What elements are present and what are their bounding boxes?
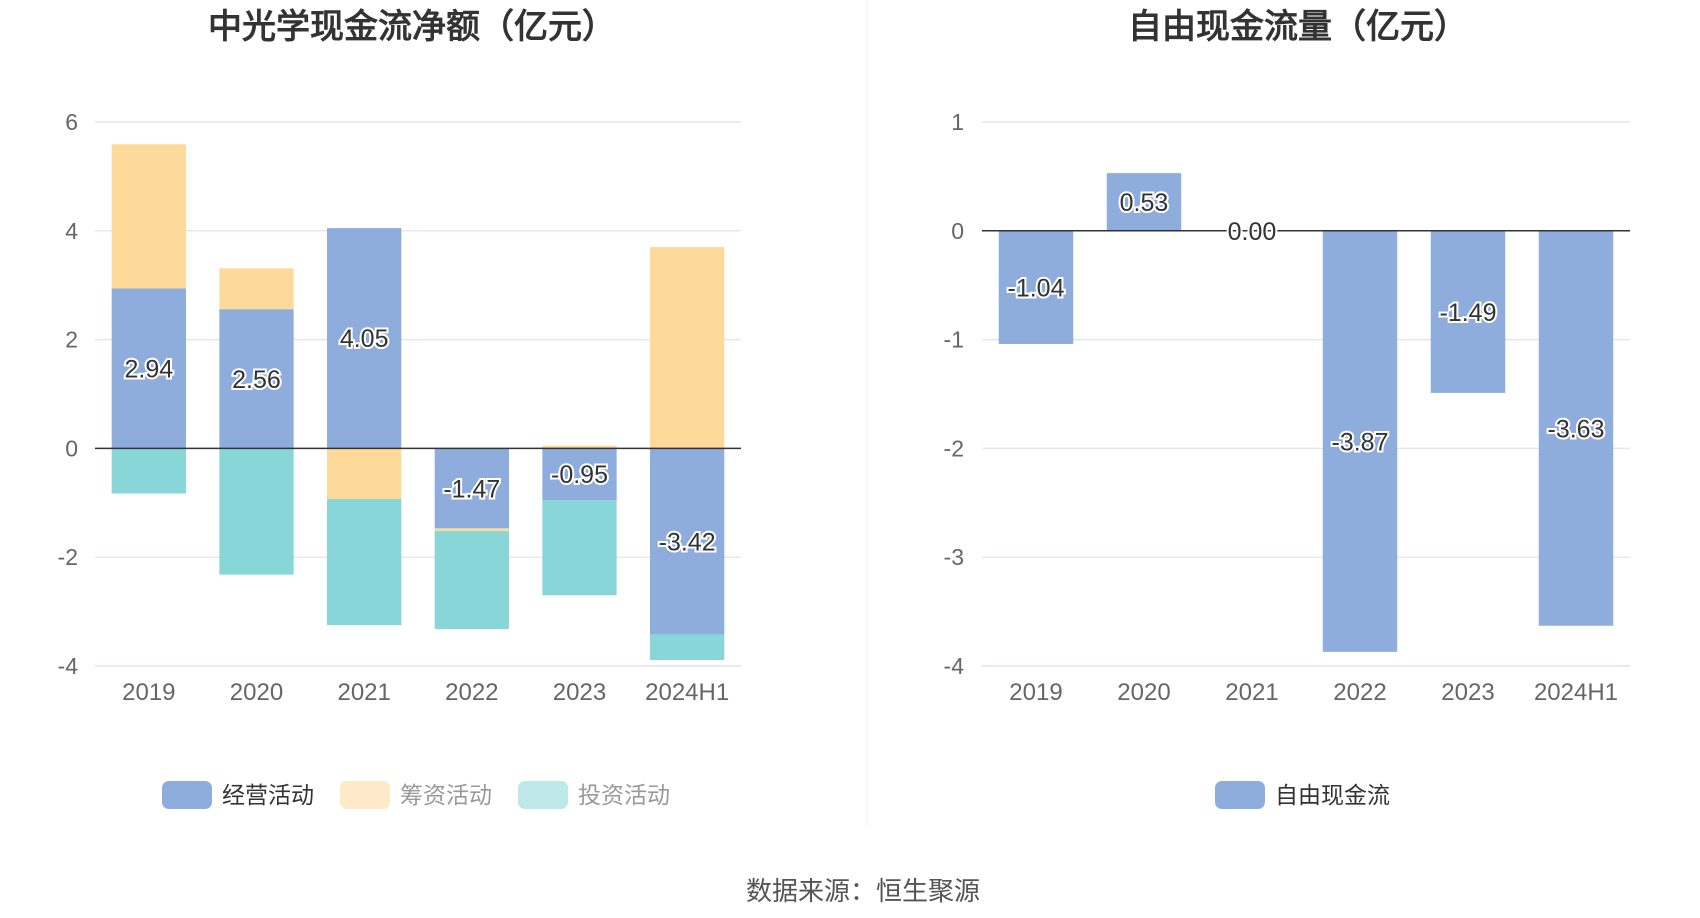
- data-label: 0.00: [1228, 218, 1277, 246]
- data-labels: -1.04 0.53 0.00 -3.87 -1.49 -3.63: [1006, 187, 1607, 458]
- y-axis: -4 -2 0 2 4 6: [58, 109, 79, 679]
- legend-swatch: [1215, 781, 1265, 809]
- bar-投资活动-2020: [219, 448, 294, 575]
- bar-自由现金流-2022: [1322, 230, 1398, 652]
- legend-swatch: [162, 781, 212, 809]
- data-label: -1.47: [443, 475, 500, 503]
- x-tick-label: 2020: [230, 679, 283, 706]
- data-label: -3.63: [1548, 415, 1605, 443]
- legend-item-筹资活动[interactable]: 筹资活动: [340, 781, 492, 809]
- y-axis: -4 -3 -2 -1 0 1: [944, 109, 965, 679]
- data-labels: 2.94 2.56 4.05 -1.47 -0.95 -3.42: [122, 323, 717, 558]
- bar-自由现金流-2020: [1106, 173, 1182, 231]
- bar-投资活动-2019: [111, 448, 186, 494]
- bar-经营活动-2019: [111, 288, 186, 449]
- x-tick-label: 2021: [337, 679, 390, 706]
- legend-swatch: [340, 781, 390, 809]
- x-tick-label: 2019: [122, 679, 175, 706]
- legend-item-经营活动[interactable]: 经营活动: [162, 781, 314, 809]
- bar-筹资活动-2024H1: [650, 247, 725, 449]
- y-tick-label: 4: [65, 218, 78, 244]
- data-label: 4.05: [340, 325, 389, 353]
- x-tick-label: 2022: [445, 679, 498, 706]
- bar-投资活动-2024H1: [650, 634, 725, 661]
- source-note: 数据来源：恒生聚源: [746, 877, 980, 907]
- grid: [95, 121, 741, 667]
- bar-筹资活动-2023: [542, 445, 617, 449]
- legend: 经营活动 筹资活动 投资活动: [162, 781, 670, 809]
- bar-投资活动-2021: [327, 498, 402, 626]
- bar-自由现金流-2019: [998, 230, 1074, 344]
- data-label: -1.04: [1008, 274, 1065, 302]
- y-tick-label: 6: [65, 109, 78, 135]
- chart-free-cash-flow: 自由现金流量（亿元） -4 -3 -2 -1 0 1 -1.04 0.53 0.00 -3.87…: [944, 7, 1630, 809]
- bar-投资活动-2023: [542, 500, 617, 596]
- y-tick-label: 2: [65, 327, 78, 353]
- y-tick-label: -4: [944, 653, 965, 679]
- bars: [111, 144, 725, 661]
- bar-自由现金流-2023: [1430, 230, 1506, 393]
- bars: [998, 173, 1614, 652]
- bar-经营活动-2020: [219, 309, 294, 449]
- legend-label: 自由现金流: [1275, 783, 1390, 809]
- bar-投资活动-2022: [434, 531, 509, 630]
- bar-自由现金流-2024H1: [1538, 230, 1614, 626]
- data-label: 0.53: [1120, 189, 1169, 217]
- legend-item-投资活动[interactable]: 投资活动: [518, 781, 670, 809]
- data-label: -3.42: [659, 528, 716, 556]
- legend-item-自由现金流[interactable]: 自由现金流: [1215, 781, 1390, 809]
- y-tick-label: 0: [951, 218, 964, 244]
- bar-筹资活动-2019: [111, 144, 186, 289]
- y-tick-label: -4: [58, 653, 79, 679]
- x-tick-label: 2024H1: [1534, 679, 1618, 706]
- chart-title: 自由现金流量（亿元）: [1128, 7, 1468, 47]
- data-label: -3.87: [1332, 428, 1389, 456]
- legend: 自由现金流: [1215, 781, 1390, 809]
- chart-net-cash-flow: 中光学现金流净额（亿元） -4 -2 0 2 4 6 2.94 2.56 4.05 -1.47 -…: [58, 7, 741, 809]
- bar-经营活动-2022: [434, 448, 509, 529]
- x-tick-label: 2024H1: [645, 679, 729, 706]
- x-axis: 2019 2020 2021 2022 2023 2024H1: [1009, 679, 1618, 706]
- x-tick-label: 2023: [1441, 679, 1494, 706]
- data-label: 2.94: [124, 355, 173, 383]
- x-tick-label: 2022: [1333, 679, 1386, 706]
- legend-label: 投资活动: [578, 783, 670, 809]
- bar-筹资活动-2022: [434, 528, 509, 532]
- data-label: -1.49: [1440, 299, 1497, 327]
- y-tick-label: -1: [944, 327, 964, 353]
- bar-经营活动-2023: [542, 448, 617, 501]
- y-tick-label: -2: [58, 544, 78, 570]
- data-label: 2.56: [232, 366, 281, 394]
- x-tick-label: 2021: [1225, 679, 1278, 706]
- chart-title: 中光学现金流净额（亿元）: [208, 7, 616, 47]
- x-tick-label: 2023: [553, 679, 606, 706]
- y-tick-label: 0: [65, 435, 78, 461]
- bar-经营活动-2024H1: [650, 448, 725, 635]
- legend-label: 筹资活动: [400, 783, 492, 809]
- x-tick-label: 2020: [1117, 679, 1170, 706]
- bar-经营活动-2021: [327, 228, 402, 449]
- legend-label: 经营活动: [222, 783, 314, 809]
- data-label: -0.95: [551, 461, 608, 489]
- x-axis: 2019 2020 2021 2022 2023 2024H1: [122, 679, 729, 706]
- y-tick-label: -2: [944, 435, 964, 461]
- y-tick-label: -3: [944, 544, 964, 570]
- legend-swatch: [518, 781, 568, 809]
- x-tick-label: 2019: [1009, 679, 1062, 706]
- bar-筹资活动-2020: [219, 268, 294, 310]
- grid: [982, 121, 1630, 667]
- bar-筹资活动-2021: [327, 448, 402, 499]
- y-tick-label: 1: [951, 109, 964, 135]
